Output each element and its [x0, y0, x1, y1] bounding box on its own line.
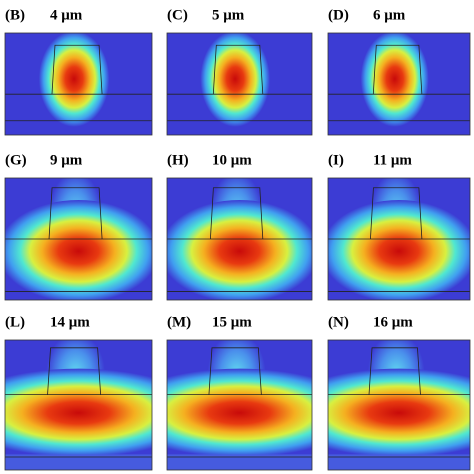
- panel-letter: (C): [167, 7, 188, 23]
- panel: (G) 9 μm: [4, 152, 153, 301]
- mode-field: [38, 33, 110, 127]
- mode-image: [5, 33, 152, 135]
- ridge-outline: [48, 187, 103, 240]
- panel-letter: (G): [5, 152, 27, 168]
- panel-size: 9 μm: [50, 152, 83, 168]
- panel-border: [327, 339, 471, 471]
- panel: (B) 4 μm: [4, 7, 153, 136]
- ridge-outline: [372, 44, 423, 95]
- panel-letter: (M): [167, 314, 191, 330]
- panel-letter: (N): [328, 314, 349, 330]
- panel-border: [4, 339, 153, 471]
- mode-image: [167, 340, 312, 470]
- mode-image: [167, 33, 312, 135]
- panel-letter: (H): [167, 152, 189, 168]
- panel-border: [327, 177, 471, 301]
- panel: (C) 5 μm: [166, 7, 313, 136]
- panel-size: 11 μm: [373, 152, 412, 168]
- bottom-strip: [328, 454, 470, 470]
- panel-border: [4, 177, 153, 301]
- mode-field: [200, 33, 270, 127]
- bottom-strip: [5, 454, 152, 470]
- mode-image: [328, 33, 470, 135]
- panel-border: [166, 177, 313, 301]
- mode-field: [328, 199, 470, 300]
- ridge-outline: [47, 347, 102, 395]
- panel: (I) 11 μm: [327, 152, 471, 301]
- mode-image: [167, 178, 312, 300]
- mode-field: [5, 199, 152, 300]
- panel-border: [166, 32, 313, 136]
- panel-size: 16 μm: [373, 314, 413, 330]
- panel-size: 15 μm: [212, 314, 252, 330]
- panel-size: 6 μm: [373, 7, 406, 23]
- ridge-outline: [210, 187, 264, 240]
- bottom-strip: [167, 454, 312, 470]
- mode-field: [167, 199, 312, 300]
- ridge-outline: [370, 187, 423, 240]
- mode-image: [328, 178, 470, 300]
- panel-letter: (D): [328, 7, 349, 23]
- mode-image: [5, 178, 152, 300]
- panel: (D) 6 μm: [327, 7, 471, 136]
- panel: (M) 15 μm: [166, 314, 313, 471]
- panel-letter: (I): [328, 152, 344, 168]
- panel-size: 14 μm: [50, 314, 90, 330]
- ridge-outline: [212, 44, 264, 95]
- panel-border: [166, 339, 313, 471]
- ridge-outline: [208, 347, 262, 395]
- panel-letter: (B): [5, 7, 25, 23]
- mode-image: [5, 340, 152, 470]
- mode-image: [328, 340, 470, 470]
- mode-field: [167, 368, 312, 457]
- mode-field: [328, 368, 470, 457]
- panel-letter: (L): [5, 314, 25, 330]
- panel-size: 4 μm: [50, 7, 83, 23]
- panel-size: 10 μm: [212, 152, 252, 168]
- ridge-outline: [51, 44, 103, 95]
- ridge-outline: [368, 347, 421, 395]
- panel: (N) 16 μm: [327, 314, 471, 471]
- mode-field: [360, 33, 429, 127]
- mode-field: [5, 368, 152, 457]
- panel-border: [4, 32, 153, 136]
- panel: (L) 14 μm: [4, 314, 153, 471]
- panel: (H) 10 μm: [166, 152, 313, 301]
- panel-border: [327, 32, 471, 136]
- panel-size: 5 μm: [212, 7, 245, 23]
